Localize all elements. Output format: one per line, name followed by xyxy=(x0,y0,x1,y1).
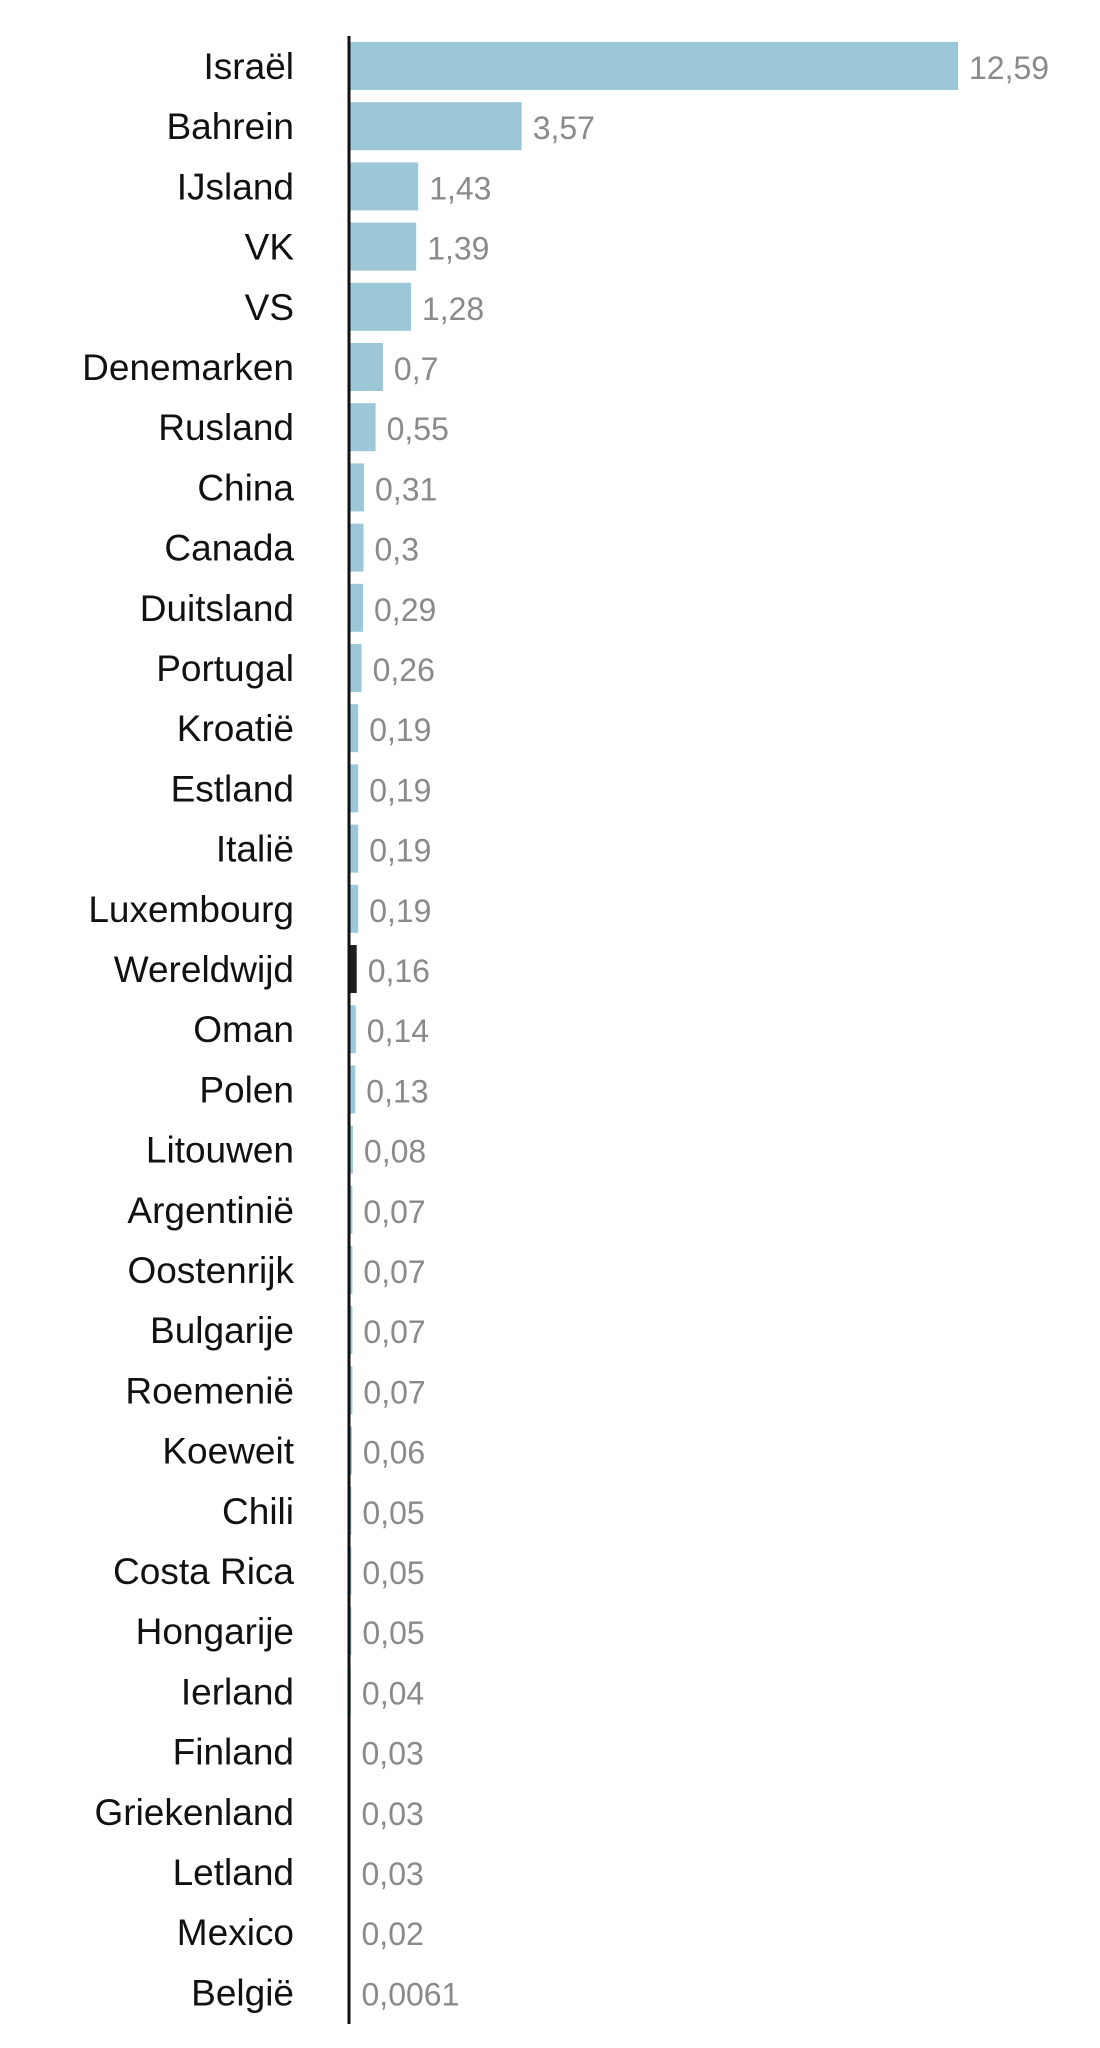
category-label-7: China xyxy=(197,467,294,508)
category-label-18: Litouwen xyxy=(146,1130,294,1171)
value-label-15: 0,16 xyxy=(368,953,430,989)
category-label-4: VS xyxy=(245,287,294,328)
category-label-10: Portugal xyxy=(156,648,294,689)
category-label-21: Bulgarije xyxy=(150,1310,294,1351)
category-label-14: Luxembourg xyxy=(88,889,294,930)
category-label-25: Costa Rica xyxy=(113,1551,294,1592)
value-label-28: 0,03 xyxy=(362,1736,424,1772)
bar-20 xyxy=(349,1246,353,1294)
category-label-24: Chili xyxy=(222,1491,294,1532)
bar-8 xyxy=(349,523,364,572)
value-label-23: 0,06 xyxy=(363,1435,425,1471)
value-label-20: 0,07 xyxy=(363,1254,425,1290)
value-label-5: 0,7 xyxy=(394,351,438,387)
value-label-10: 0,26 xyxy=(373,652,435,688)
value-label-0: 12,59 xyxy=(969,50,1049,86)
category-label-6: Rusland xyxy=(158,407,294,448)
bar-9 xyxy=(349,583,363,632)
bar-2 xyxy=(349,162,419,211)
bar-4 xyxy=(349,282,411,331)
category-label-17: Polen xyxy=(199,1069,294,1110)
bar-6 xyxy=(349,403,376,452)
category-label-30: Letland xyxy=(173,1852,294,1893)
value-label-7: 0,31 xyxy=(375,471,437,507)
category-label-26: Hongarije xyxy=(136,1611,294,1652)
bar-15 xyxy=(349,945,357,993)
value-label-13: 0,19 xyxy=(369,833,431,869)
category-label-9: Duitsland xyxy=(140,588,294,629)
value-label-4: 1,28 xyxy=(422,291,484,327)
value-label-25: 0,05 xyxy=(362,1555,424,1591)
value-label-31: 0,02 xyxy=(362,1916,424,1952)
value-label-9: 0,29 xyxy=(374,592,436,628)
category-label-13: Italië xyxy=(216,829,294,870)
bar-0 xyxy=(349,42,958,90)
value-label-30: 0,03 xyxy=(362,1856,424,1892)
value-label-3: 1,39 xyxy=(427,231,489,267)
bar-12 xyxy=(349,764,359,813)
category-label-29: Griekenland xyxy=(94,1792,294,1833)
bar-7 xyxy=(349,463,364,512)
category-label-2: IJsland xyxy=(177,166,294,207)
category-label-20: Oostenrijk xyxy=(127,1250,294,1291)
category-label-23: Koeweit xyxy=(162,1431,294,1472)
value-label-17: 0,13 xyxy=(366,1073,428,1109)
bars-layer xyxy=(349,42,958,2017)
value-label-14: 0,19 xyxy=(369,893,431,929)
value-label-22: 0,07 xyxy=(363,1374,425,1410)
value-label-24: 0,05 xyxy=(362,1495,424,1531)
category-label-5: Denemarken xyxy=(82,347,294,388)
bar-19 xyxy=(349,1185,353,1234)
value-label-21: 0,07 xyxy=(363,1314,425,1350)
value-label-8: 0,3 xyxy=(375,532,419,568)
value-label-26: 0,05 xyxy=(362,1615,424,1651)
value-label-29: 0,03 xyxy=(362,1796,424,1832)
bar-14 xyxy=(349,884,359,933)
category-label-1: Bahrein xyxy=(166,106,294,147)
category-label-28: Finland xyxy=(173,1732,294,1773)
category-label-15: Wereldwijd xyxy=(114,949,294,990)
bar-17 xyxy=(349,1065,356,1114)
category-label-27: Ierland xyxy=(181,1671,294,1712)
category-label-22: Roemenië xyxy=(125,1370,294,1411)
category-label-0: Israël xyxy=(204,46,294,87)
value-label-12: 0,19 xyxy=(369,772,431,808)
value-label-18: 0,08 xyxy=(364,1134,426,1170)
bar-10 xyxy=(349,644,362,692)
category-label-12: Estland xyxy=(171,768,294,809)
category-label-3: VK xyxy=(245,227,295,268)
bar-13 xyxy=(349,824,359,873)
value-label-2: 1,43 xyxy=(429,170,491,206)
category-label-8: Canada xyxy=(164,528,294,569)
bar-16 xyxy=(349,1005,356,1054)
value-label-6: 0,55 xyxy=(387,411,449,447)
bar-18 xyxy=(349,1125,353,1174)
category-label-19: Argentinië xyxy=(127,1190,294,1231)
category-label-32: België xyxy=(191,1972,294,2013)
bar-1 xyxy=(349,102,522,151)
bar-22 xyxy=(349,1366,353,1415)
bar-3 xyxy=(349,222,417,271)
value-label-27: 0,04 xyxy=(362,1675,424,1711)
category-label-11: Kroatië xyxy=(177,708,294,749)
value-label-11: 0,19 xyxy=(369,712,431,748)
category-label-31: Mexico xyxy=(177,1912,294,1953)
value-label-1: 3,57 xyxy=(533,110,595,146)
value-label-19: 0,07 xyxy=(363,1194,425,1230)
bar-21 xyxy=(349,1306,353,1355)
value-label-32: 0,0061 xyxy=(362,1976,460,2012)
bar-11 xyxy=(349,704,359,753)
labels-layer: Israël 12,59 Bahrein 3,57 IJsland 1,43 VK 1,39 V… xyxy=(82,46,1049,2013)
value-label-16: 0,14 xyxy=(367,1013,429,1049)
bar-5 xyxy=(349,343,383,391)
category-label-16: Oman xyxy=(193,1009,294,1050)
